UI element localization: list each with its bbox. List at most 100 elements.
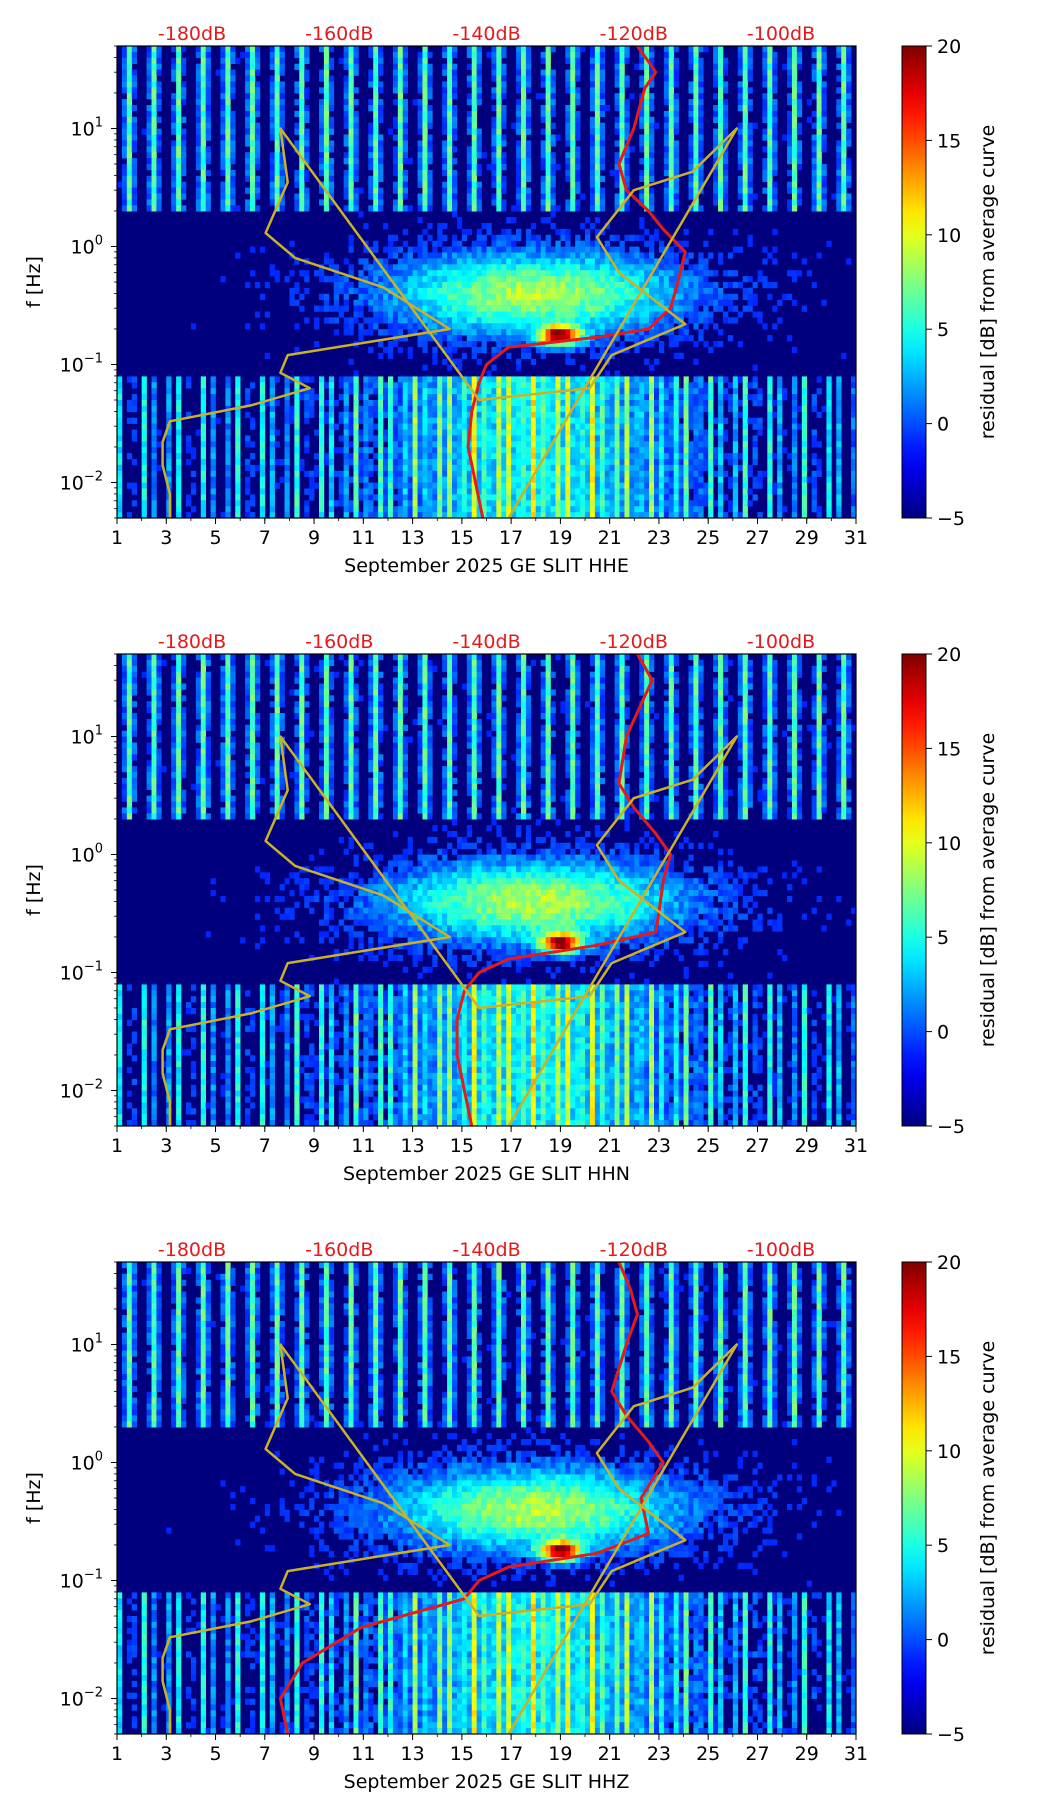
- heatmap-cell: [614, 169, 620, 177]
- heatmap-cell: [575, 69, 581, 76]
- heatmap-cell: [506, 217, 512, 224]
- heatmap-cell: [525, 311, 532, 318]
- heatmap-cell: [269, 99, 275, 106]
- heatmap-cell: [609, 346, 615, 354]
- heatmap-cell: [742, 69, 748, 76]
- heatmap-cell: [545, 110, 551, 118]
- heatmap-cell: [693, 175, 699, 182]
- heatmap-cell: [442, 305, 448, 312]
- heatmap-cell: [688, 46, 694, 53]
- heatmap-cell: [713, 282, 719, 289]
- heatmap-cell: [200, 382, 206, 389]
- heatmap-cell: [703, 305, 709, 312]
- heatmap-cell: [348, 87, 354, 94]
- heatmap-cell: [703, 317, 709, 324]
- heatmap-cell: [609, 299, 615, 306]
- heatmap-cell: [397, 199, 404, 206]
- heatmap-cell: [629, 282, 635, 289]
- heatmap-cell: [373, 128, 379, 135]
- heatmap-cell: [432, 270, 438, 277]
- heatmap-cell: [575, 329, 581, 336]
- heatmap-cell: [501, 246, 507, 253]
- heatmap-cell: [791, 134, 798, 141]
- heatmap-cell: [452, 158, 458, 165]
- heatmap-cell: [294, 299, 300, 306]
- heatmap-cell: [683, 311, 689, 318]
- heatmap-cell: [166, 441, 172, 448]
- heatmap-cell: [673, 423, 679, 430]
- heatmap-cell: [466, 181, 473, 188]
- heatmap-cell: [407, 423, 413, 430]
- heatmap-cell: [358, 258, 364, 265]
- heatmap-cell: [309, 376, 315, 383]
- heatmap-cell: [737, 140, 743, 147]
- heatmap-cell: [383, 305, 389, 312]
- heatmap-cell: [609, 388, 615, 395]
- heatmap-cell: [427, 158, 433, 165]
- heatmap-cell: [722, 105, 729, 112]
- heatmap-cell: [407, 276, 413, 283]
- heatmap-cell: [624, 394, 630, 401]
- heatmap-cell: [644, 341, 650, 348]
- heatmap-cell: [471, 193, 477, 200]
- heatmap-cell: [496, 240, 502, 247]
- heatmap-cell: [466, 329, 473, 336]
- heatmap-cell: [348, 323, 354, 330]
- heatmap-cell: [254, 134, 261, 141]
- heatmap-cell: [565, 276, 571, 283]
- heatmap-cell: [673, 305, 679, 312]
- heatmap-cell: [565, 169, 571, 177]
- heatmap-cell: [668, 276, 675, 283]
- heatmap-cell: [747, 51, 753, 59]
- heatmap-cell: [722, 417, 729, 424]
- heatmap-cell: [624, 417, 630, 424]
- heatmap-cell: [422, 75, 428, 82]
- heatmap-cell: [575, 305, 581, 312]
- heatmap-cell: [550, 140, 556, 147]
- heatmap-cell: [200, 376, 206, 383]
- heatmap-cell: [452, 252, 458, 259]
- heatmap-cell: [397, 264, 404, 271]
- heatmap-cell: [348, 152, 354, 159]
- heatmap-cell: [378, 423, 384, 430]
- heatmap-cell: [511, 276, 517, 283]
- heatmap-cell: [397, 181, 404, 188]
- heatmap-cell: [698, 164, 704, 171]
- heatmap-cell: [294, 169, 300, 177]
- heatmap-cell: [811, 46, 817, 53]
- heatmap-cell: [294, 405, 300, 413]
- heatmap-cell: [565, 258, 571, 265]
- heatmap-cell: [511, 400, 517, 407]
- heatmap-cell: [520, 205, 527, 212]
- heatmap-cell: [397, 388, 404, 395]
- heatmap-cell: [658, 299, 665, 306]
- heatmap-cell: [545, 116, 551, 123]
- heatmap-cell: [811, 146, 817, 153]
- heatmap-cell: [146, 105, 152, 112]
- heatmap-cell: [328, 258, 335, 265]
- heatmap-cell: [821, 87, 827, 94]
- heatmap-cell: [811, 51, 817, 59]
- heatmap-cell: [767, 63, 773, 70]
- heatmap-cell: [614, 69, 620, 76]
- heatmap-cell: [511, 376, 517, 383]
- heatmap-cell: [516, 276, 522, 283]
- heatmap-cell: [718, 158, 724, 165]
- heatmap-cell: [407, 329, 413, 336]
- heatmap-cell: [501, 417, 507, 424]
- heatmap-cell: [545, 187, 551, 194]
- heatmap-cell: [323, 110, 330, 118]
- heatmap-cell: [722, 193, 729, 200]
- heatmap-cell: [452, 323, 458, 330]
- heatmap-cell: [363, 293, 369, 300]
- heatmap-cell: [851, 435, 856, 442]
- heatmap-cell: [644, 252, 650, 259]
- heatmap-cell: [673, 99, 679, 106]
- heatmap-cell: [210, 423, 216, 430]
- heatmap-cell: [501, 388, 507, 395]
- heatmap-cell: [520, 346, 527, 354]
- heatmap-cell: [397, 110, 404, 118]
- heatmap-cell: [535, 429, 541, 436]
- heatmap-cell: [496, 181, 502, 188]
- heatmap-cell: [496, 411, 502, 418]
